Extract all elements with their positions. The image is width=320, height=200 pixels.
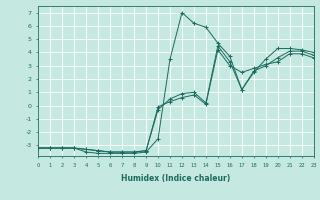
X-axis label: Humidex (Indice chaleur): Humidex (Indice chaleur) bbox=[121, 174, 231, 183]
